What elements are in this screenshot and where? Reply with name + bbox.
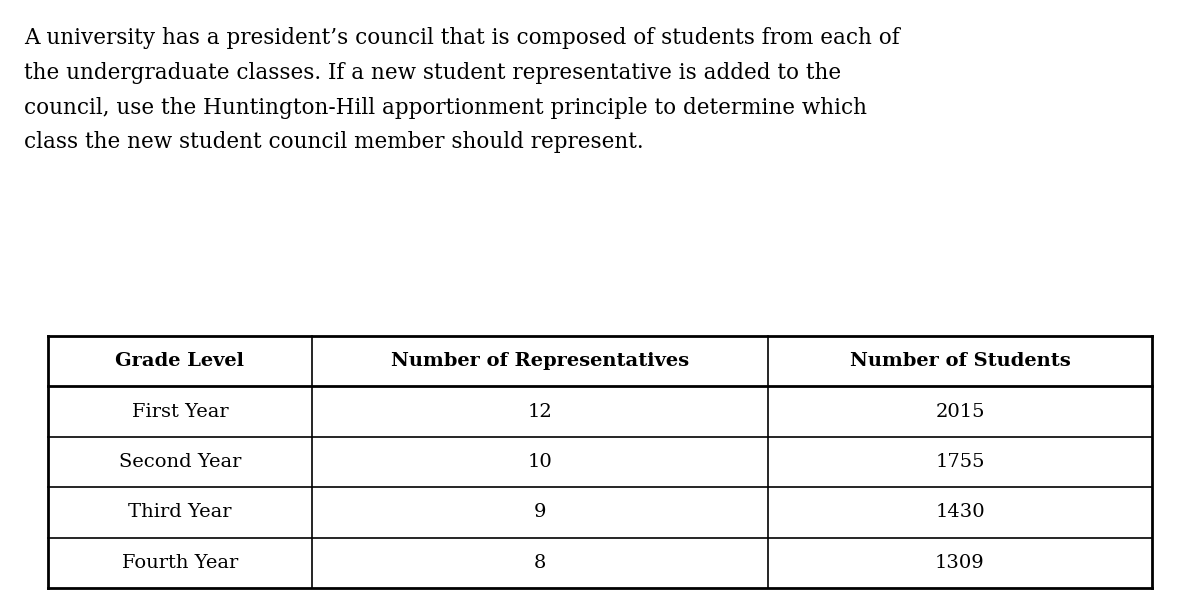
Text: Number of Representatives: Number of Representatives: [391, 352, 689, 370]
Text: Fourth Year: Fourth Year: [122, 554, 238, 572]
Text: 9: 9: [534, 503, 546, 521]
Text: class the new student council member should represent.: class the new student council member sho…: [24, 131, 643, 154]
Text: council, use the Huntington-Hill apportionment principle to determine which: council, use the Huntington-Hill apporti…: [24, 97, 866, 119]
Text: 12: 12: [528, 403, 552, 421]
Text: First Year: First Year: [132, 403, 228, 421]
Text: 1755: 1755: [935, 453, 985, 471]
Text: the undergraduate classes. If a new student representative is added to the: the undergraduate classes. If a new stud…: [24, 62, 841, 84]
Text: 1309: 1309: [935, 554, 985, 572]
Text: A university has a president’s council that is composed of students from each of: A university has a president’s council t…: [24, 27, 900, 49]
Text: 1430: 1430: [935, 503, 985, 521]
Text: Second Year: Second Year: [119, 453, 241, 471]
Text: 8: 8: [534, 554, 546, 572]
Text: 2015: 2015: [935, 403, 985, 421]
Text: Grade Level: Grade Level: [115, 352, 245, 370]
Text: Number of Students: Number of Students: [850, 352, 1070, 370]
Text: Third Year: Third Year: [128, 503, 232, 521]
Text: 10: 10: [528, 453, 552, 471]
